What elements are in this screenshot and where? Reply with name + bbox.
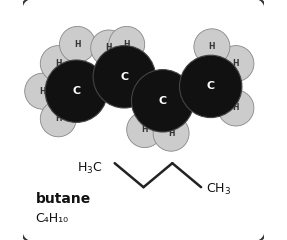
Text: H: H [168,129,174,138]
Circle shape [25,73,61,109]
Text: butane: butane [36,192,91,206]
Circle shape [179,55,242,118]
Circle shape [109,26,145,62]
Text: C: C [207,81,215,91]
Text: H: H [141,125,148,134]
FancyBboxPatch shape [21,0,266,240]
Text: H: H [123,40,130,49]
Text: C₄H₁₀: C₄H₁₀ [36,212,69,225]
Text: CH$_3$: CH$_3$ [206,182,231,197]
Circle shape [131,70,194,132]
Text: H$_3$C: H$_3$C [77,161,103,175]
Circle shape [153,115,189,151]
Text: H: H [209,42,215,51]
Text: C: C [120,72,128,82]
Circle shape [93,46,156,108]
Circle shape [91,30,127,66]
Circle shape [194,29,230,65]
Text: C: C [72,86,80,96]
Text: H: H [55,59,61,68]
Circle shape [40,46,76,82]
Text: H: H [39,87,46,96]
Text: H: H [105,43,112,53]
Circle shape [218,46,254,82]
Circle shape [59,26,96,62]
Circle shape [127,112,163,148]
Text: H: H [233,59,239,68]
Circle shape [40,101,76,137]
Text: C: C [159,96,167,106]
Text: H: H [233,103,239,113]
Circle shape [218,90,254,126]
Text: H: H [55,114,61,123]
Text: H: H [74,40,81,49]
Circle shape [45,60,108,122]
